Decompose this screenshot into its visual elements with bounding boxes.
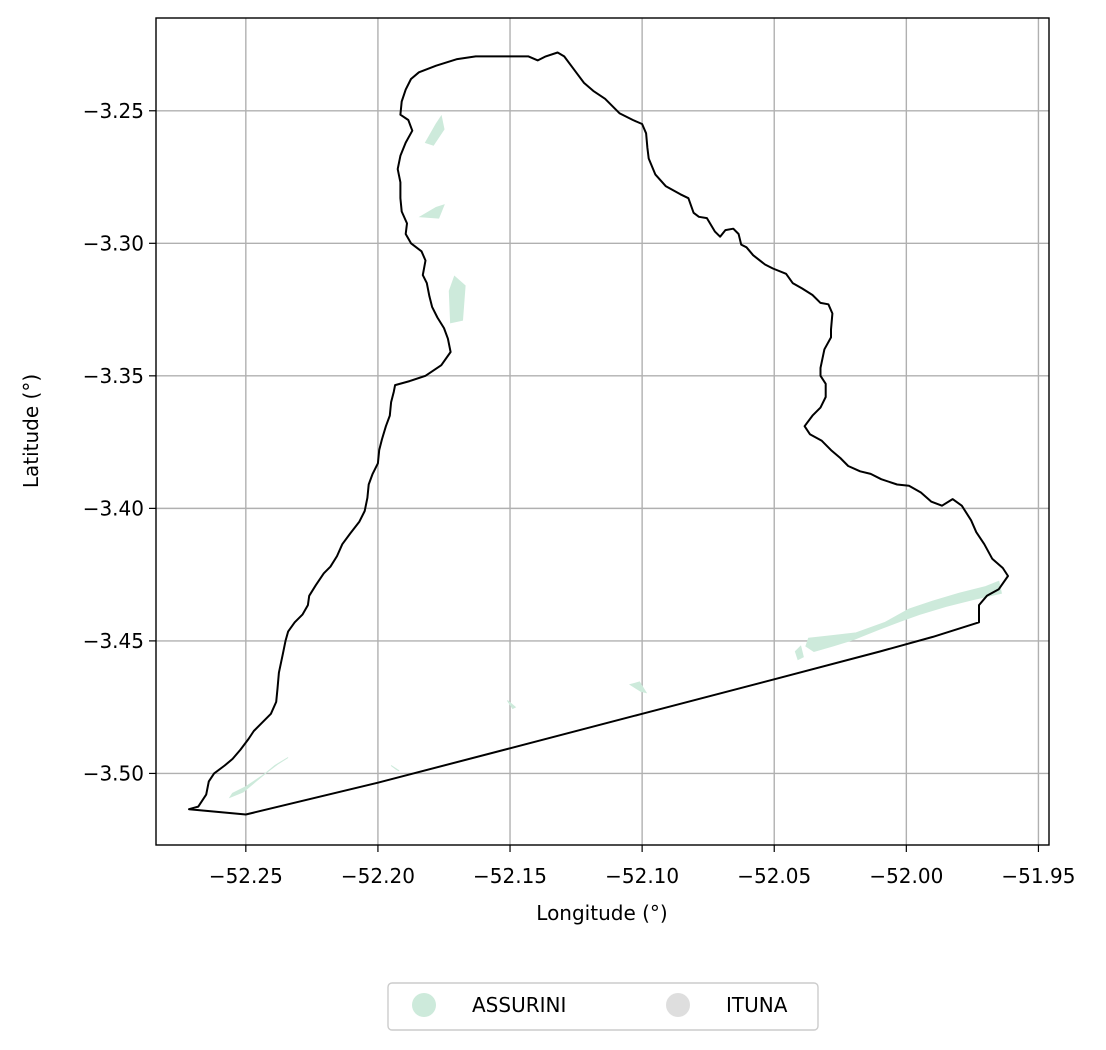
assurini-area [390,765,400,772]
legend-label-assurini: ASSURINI [472,993,566,1017]
x-axis-label: Longitude (°) [536,901,667,925]
legend: ASSURINI ITUNA [387,982,819,1031]
y-axis-ticks: −3.25 −3.30 −3.35 −3.40 −3.45 −3.50 [83,99,156,785]
legend-box [387,982,819,1031]
x-axis-ticks: −52.25 −52.20 −52.15 −52.10 −52.05 −52.00 −51.… [209,845,1075,888]
x-tick-label: −52.10 [605,864,679,888]
assurini-area [506,700,517,710]
x-tick-label: −52.00 [869,864,943,888]
y-tick-label: −3.35 [83,364,144,388]
y-tick-label: −3.40 [83,496,144,520]
assurini-area [418,204,445,219]
plot-background [156,18,1049,845]
y-tick-label: −3.25 [83,99,144,123]
assurini-area [794,645,804,661]
gridlines [156,18,1049,845]
y-tick-label: −3.30 [83,231,144,255]
plot-frame [155,17,1050,846]
y-axis-label: Latitude (°) [19,374,43,488]
legend-label-ituna: ITUNA [726,993,788,1017]
assurini-area [424,114,445,146]
x-tick-label: −51.95 [1001,864,1075,888]
territory-boundary [188,51,1009,816]
x-tick-label: −52.25 [209,864,283,888]
plot-area[interactable] [155,17,1050,846]
x-tick-label: −52.20 [341,864,415,888]
legend-swatch-ituna [666,993,690,1017]
x-tick-label: −52.05 [737,864,811,888]
legend-swatch-assurini [412,993,436,1017]
assurini-area [228,757,289,799]
y-tick-label: −3.50 [83,761,144,785]
assurini-area [448,275,466,324]
x-tick-label: −52.15 [473,864,547,888]
assurini-area [628,681,648,694]
y-tick-label: −3.45 [83,629,144,653]
